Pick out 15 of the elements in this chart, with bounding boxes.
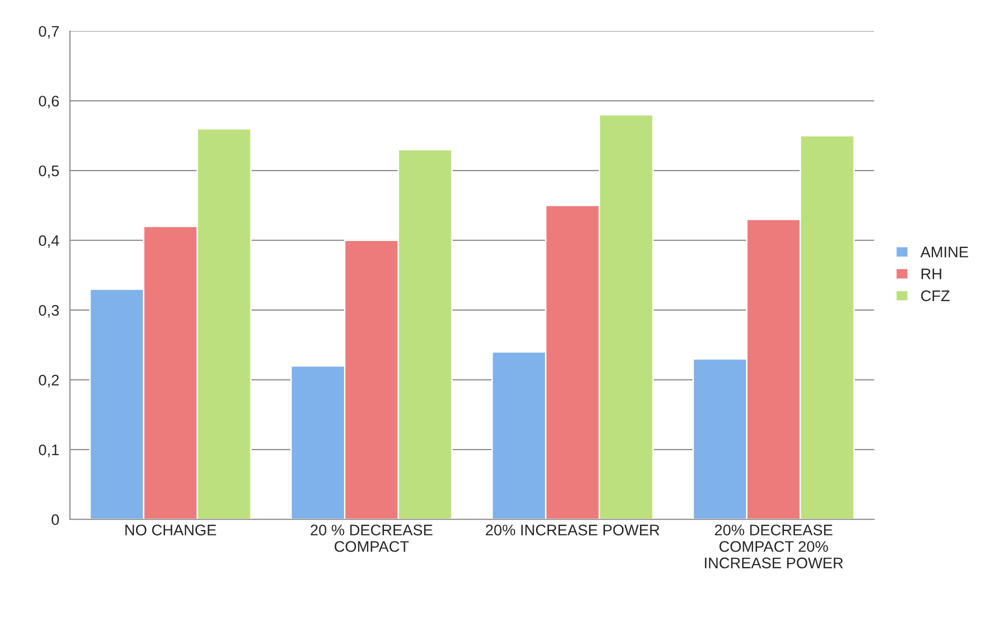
y-tick-label: 0,2 (38, 374, 59, 388)
x-tick-label: 20 % DECREASE COMPACT (310, 524, 432, 552)
x-tick-label: 20% INCREASE POWER (486, 524, 660, 536)
legend-label: CFZ (921, 290, 950, 302)
legend-label: RH (922, 268, 942, 280)
y-tick-label: 0,5 (38, 165, 59, 178)
y-tick-label: 0,7 (38, 26, 59, 39)
y-tick-label: 0,6 (38, 96, 59, 108)
y-tick-label: 0,3 (38, 304, 59, 318)
x-tick-label: 20% DECREASE COMPACT 20% INCREASE POWER (704, 524, 843, 568)
y-tick-label: 0,1 (38, 444, 59, 458)
x-tick-label: NO CHANGE (125, 524, 216, 536)
y-tick-label: 0,4 (38, 235, 60, 248)
y-tick-label: 0 (52, 514, 59, 526)
legend-label: AMINE (920, 246, 968, 258)
